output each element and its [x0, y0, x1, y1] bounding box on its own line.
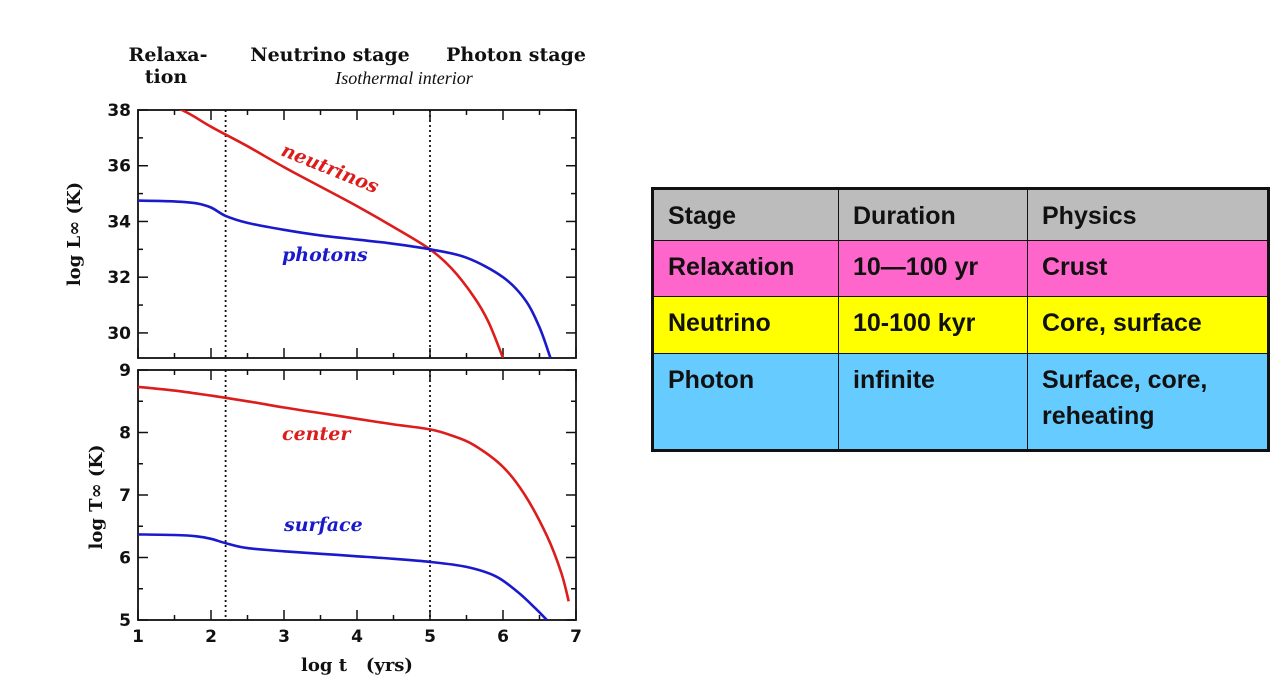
cell-physics: Surface, core, reheating — [1027, 352, 1269, 452]
temperature-curves — [138, 385, 570, 620]
x-tick-label: 1 — [132, 627, 144, 647]
luminosity-panel-frame — [137, 109, 577, 359]
series-line-center — [138, 385, 570, 602]
cooling-curves-chart: Relaxa- tion Neutrino stage Photon stage… — [64, 44, 586, 676]
y-tick-label: 6 — [119, 549, 131, 569]
y-tick-label: 36 — [107, 157, 131, 177]
y-tick-label: 34 — [107, 212, 131, 232]
x-tick-label: 6 — [497, 627, 509, 647]
y-tick-label: 8 — [119, 424, 131, 444]
table-row-photon: Photon infinite Surface, core, reheating — [652, 352, 1269, 452]
series-label-photons: photons — [282, 244, 368, 266]
header-duration: Duration — [838, 188, 1028, 241]
temperature-stage-boundaries — [224, 370, 431, 620]
table-header-row: Stage Duration Physics — [652, 188, 1269, 241]
y-axis-title-luminosity: log L∞ (K) — [64, 182, 85, 286]
cell-stage: Neutrino — [652, 296, 839, 354]
y-axis-title-temperature: log T∞ (K) — [86, 444, 107, 549]
cell-stage: Relaxation — [652, 239, 839, 298]
x-tick-label: 5 — [424, 627, 436, 647]
x-tick-label: 3 — [278, 627, 290, 647]
header-physics: Physics — [1027, 188, 1269, 241]
series-line-neutrinos — [178, 110, 505, 358]
stage-label-relaxation-line1: Relaxa- — [129, 44, 208, 66]
y-tick-label: 5 — [119, 611, 131, 631]
table-row-relaxation: Relaxation 10—100 yr Crust — [652, 239, 1269, 298]
y-tick-label: 7 — [119, 486, 131, 506]
cooling-stages-table: Stage Duration Physics Relaxation 10—100… — [651, 187, 1270, 452]
luminosity-panel-ticks: 30 32 34 36 38 — [107, 101, 577, 358]
cell-physics: Crust — [1027, 239, 1269, 298]
header-stage: Stage — [652, 188, 839, 241]
series-line-surface — [138, 533, 548, 620]
luminosity-stage-boundaries — [224, 110, 431, 358]
x-axis-title: log t (yrs) — [301, 655, 413, 676]
table-row-neutrino: Neutrino 10-100 kyr Core, surface — [652, 296, 1269, 354]
stage-label-relaxation-line2: tion — [145, 66, 188, 88]
x-tick-label: 7 — [570, 627, 582, 647]
cell-duration: infinite — [838, 352, 1028, 452]
x-tick-label: 4 — [351, 627, 363, 647]
cell-stage: Photon — [652, 352, 839, 452]
series-label-neutrinos: neutrinos — [278, 139, 382, 198]
series-line-photons — [138, 199, 552, 358]
series-label-surface: surface — [283, 514, 363, 536]
cell-duration: 10-100 kyr — [838, 296, 1028, 354]
cell-physics: Core, surface — [1027, 296, 1269, 354]
cell-duration: 10—100 yr — [838, 239, 1028, 298]
y-tick-label: 32 — [107, 268, 131, 288]
stage-label-neutrino: Neutrino stage — [250, 44, 410, 66]
isothermal-interior-label: Isothermal interior — [334, 68, 473, 88]
y-tick-label: 30 — [107, 324, 131, 344]
stage-label-photon: Photon stage — [446, 44, 586, 66]
luminosity-curves — [138, 110, 552, 358]
y-tick-label: 38 — [107, 101, 131, 121]
x-tick-label: 2 — [205, 627, 217, 647]
y-tick-label: 9 — [119, 361, 131, 381]
series-label-center: center — [282, 423, 352, 445]
temperature-panel-ticks: 1 2 3 4 5 6 7 5 6 7 8 9 — [119, 361, 582, 647]
temperature-panel-frame — [137, 369, 577, 621]
